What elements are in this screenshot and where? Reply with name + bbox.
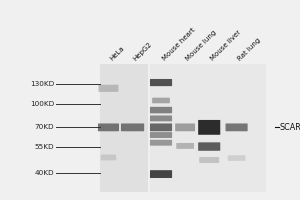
Text: Rat lung: Rat lung [237,37,262,62]
FancyBboxPatch shape [198,142,220,151]
FancyBboxPatch shape [199,157,219,163]
Text: 100KD: 100KD [30,101,54,107]
Bar [100,64,148,192]
Text: 40KD: 40KD [34,170,54,176]
FancyBboxPatch shape [150,79,172,86]
FancyBboxPatch shape [176,143,194,149]
FancyBboxPatch shape [150,170,172,178]
FancyBboxPatch shape [175,123,195,131]
Text: Mouse heart: Mouse heart [161,27,196,62]
Text: 55KD: 55KD [34,144,54,150]
FancyBboxPatch shape [150,115,172,121]
FancyBboxPatch shape [150,123,172,131]
Text: HeLa: HeLa [109,45,125,62]
FancyBboxPatch shape [98,123,119,131]
FancyBboxPatch shape [198,120,220,135]
FancyBboxPatch shape [150,107,172,113]
Text: Mouse lung: Mouse lung [185,29,218,62]
FancyBboxPatch shape [226,123,247,131]
FancyBboxPatch shape [152,98,170,103]
Text: Mouse liver: Mouse liver [209,29,242,62]
FancyBboxPatch shape [98,85,118,92]
FancyBboxPatch shape [228,155,245,161]
Text: 130KD: 130KD [30,81,54,87]
Text: SCARB2: SCARB2 [280,123,300,132]
FancyBboxPatch shape [121,123,144,131]
Text: HepG2: HepG2 [133,41,154,62]
Text: 70KD: 70KD [34,124,54,130]
Bar [150,64,266,192]
FancyBboxPatch shape [101,154,116,160]
FancyBboxPatch shape [150,140,172,146]
FancyBboxPatch shape [150,132,172,138]
